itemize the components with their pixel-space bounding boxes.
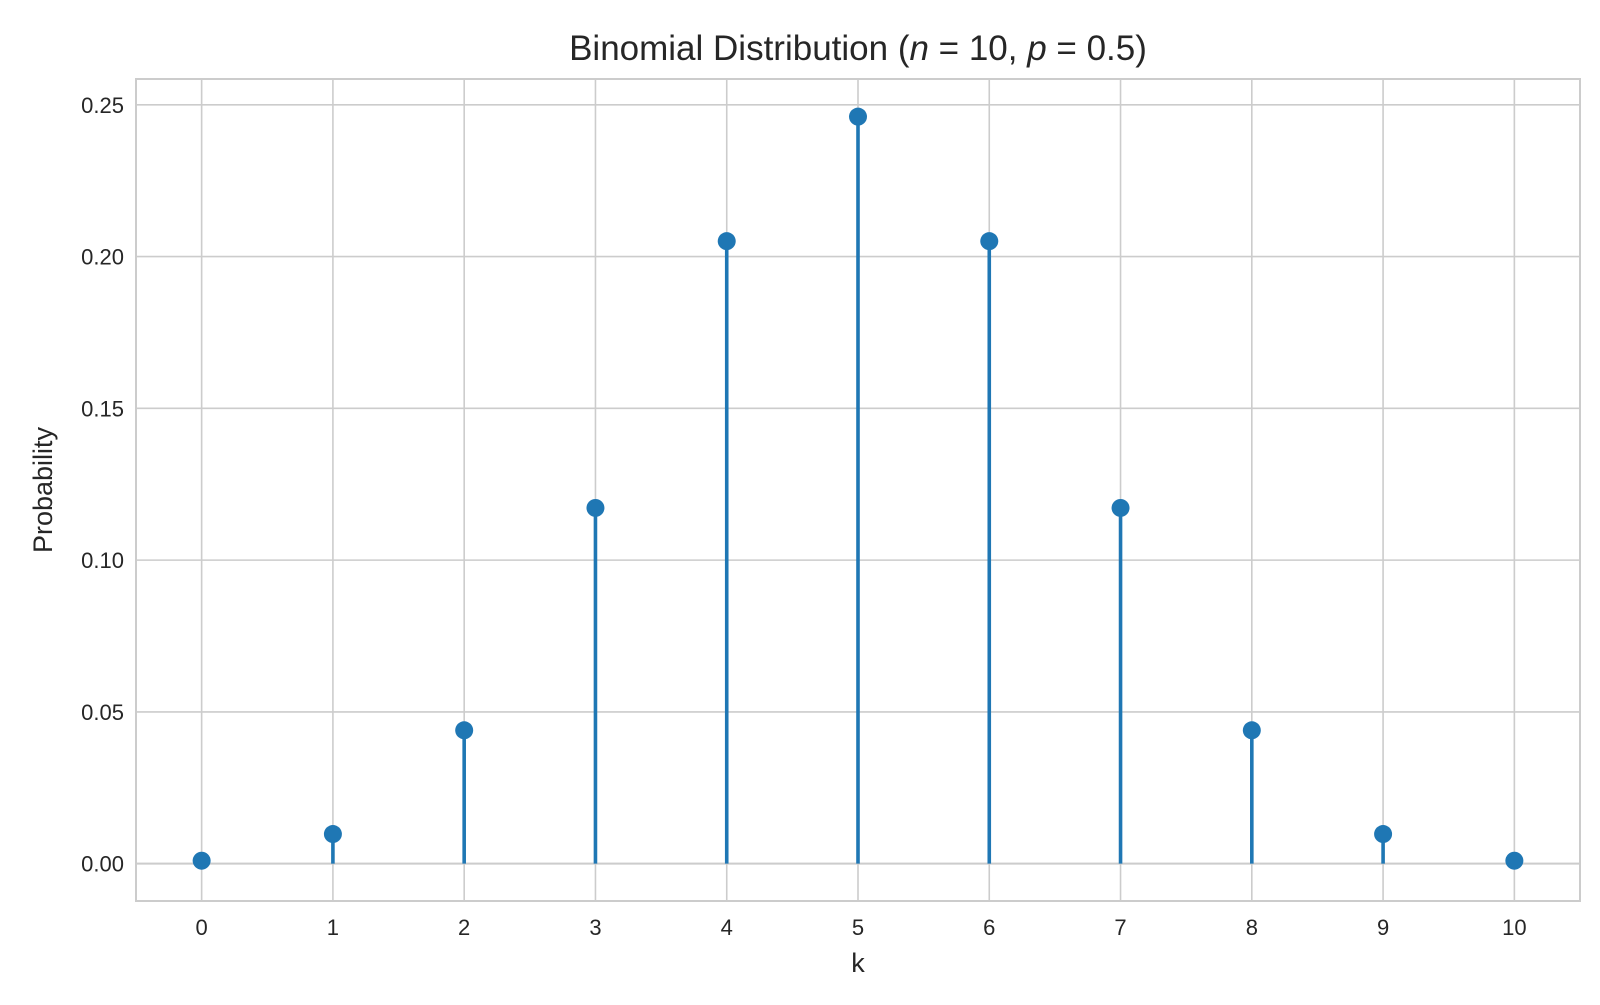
title-n-eq: = 10, [929, 29, 1027, 68]
x-tick-label-3: 3 [589, 915, 601, 940]
y-tick-label-3: 0.15 [81, 396, 124, 421]
x-tick-labels: 0 1 2 3 4 5 6 7 8 9 10 [196, 915, 1527, 940]
stem-marker-k3 [586, 498, 605, 517]
y-tick-label-4: 0.20 [81, 245, 124, 270]
y-tick-labels: 0.00 0.05 0.10 0.15 0.20 0.25 [81, 93, 124, 877]
x-tick-label-4: 4 [721, 915, 733, 940]
chart-title: Binomial Distribution (n = 10, p = 0.5) [569, 29, 1147, 68]
plot-frame [135, 78, 1581, 902]
stem-marker-k1 [323, 825, 342, 844]
title-suffix: ) [1135, 29, 1147, 68]
stem-marker-k10 [1505, 851, 1524, 870]
x-tick-label-10: 10 [1502, 915, 1526, 940]
stem-layer [199, 116, 1517, 864]
stem-marker-k8 [1242, 721, 1261, 740]
x-tick-label-5: 5 [852, 915, 864, 940]
title-n-symbol: n [909, 29, 928, 68]
x-tick-label-8: 8 [1246, 915, 1258, 940]
x-tick-label-9: 9 [1377, 915, 1389, 940]
title-p-eq: = 0.5 [1047, 29, 1136, 68]
x-tick-label-0: 0 [196, 915, 208, 940]
x-axis-label: k [851, 948, 865, 978]
y-tick-label-0: 0.00 [81, 852, 124, 877]
stem-marker-k5 [849, 107, 867, 126]
stem-marker-k2 [455, 721, 474, 740]
stem-marker-k6 [980, 232, 999, 251]
stem-marker-k4 [717, 232, 736, 251]
stem-marker-k9 [1374, 825, 1393, 844]
x-tick-label-1: 1 [327, 915, 339, 940]
y-axis-label: Probability [28, 426, 58, 553]
stem-marker-k7 [1111, 498, 1130, 517]
marker-layer [192, 107, 1524, 870]
y-tick-label-2: 0.10 [81, 548, 124, 573]
y-tick-label-1: 0.05 [81, 700, 124, 725]
x-tick-label-7: 7 [1114, 915, 1126, 940]
x-tick-label-6: 6 [983, 915, 995, 940]
stem-marker-k0 [192, 851, 211, 870]
x-tick-label-2: 2 [458, 915, 470, 940]
y-tick-label-5: 0.25 [81, 93, 124, 118]
title-prefix: Binomial Distribution ( [569, 29, 910, 68]
title-p-symbol: p [1026, 29, 1046, 68]
